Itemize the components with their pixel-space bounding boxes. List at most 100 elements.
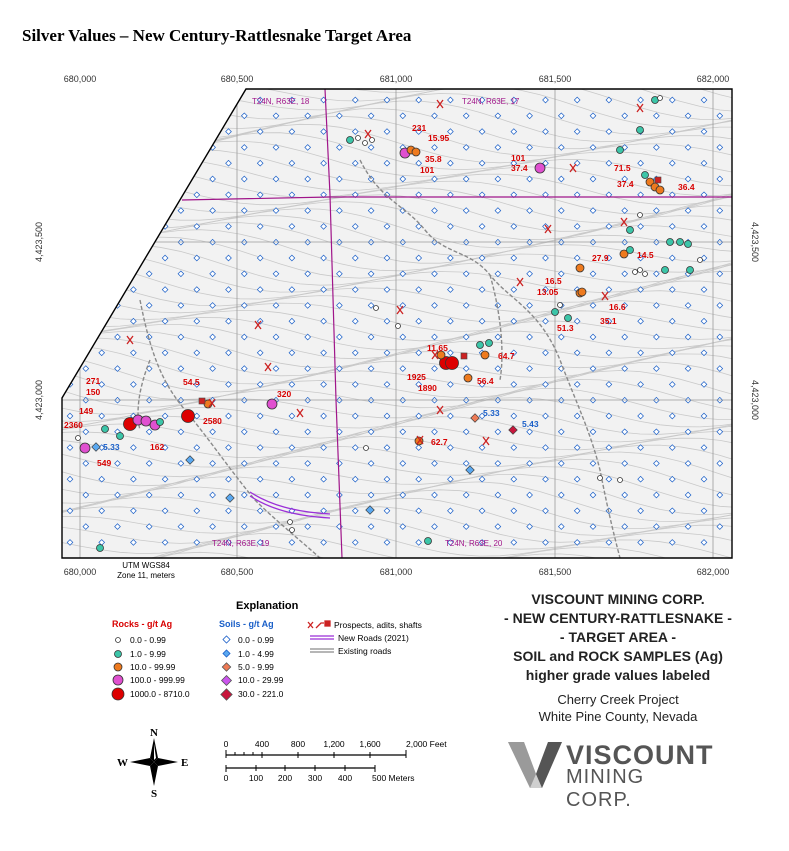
soil-sample (478, 507, 486, 515)
soil-sample (320, 381, 327, 388)
soil-sample (114, 523, 121, 530)
rock-sample (577, 287, 587, 297)
rock-value-label: 62.7 (431, 437, 448, 447)
soil-sample (288, 412, 296, 420)
soil-sample (716, 460, 724, 467)
soil-sample (431, 333, 438, 341)
soil-sample (256, 381, 264, 388)
soil-sample (145, 270, 153, 278)
soil-sample (637, 223, 644, 230)
soil-sample (209, 523, 216, 530)
soil-sample (462, 112, 470, 120)
soil-sample (177, 270, 185, 278)
soil-sample (589, 523, 597, 530)
easting-label-bottom: 680,500 (221, 567, 254, 577)
soil-sample (177, 302, 185, 309)
prospect-marker (416, 435, 424, 445)
soil-sample (367, 333, 375, 341)
soil-sample (637, 96, 644, 104)
soil-sample (161, 317, 169, 325)
soil-sample (605, 539, 613, 546)
compass-e: E (181, 757, 188, 769)
soil-sample (415, 128, 423, 135)
soil-sample (304, 112, 312, 120)
soil-sample (256, 96, 264, 104)
rock-sample (697, 257, 703, 263)
rock-sample (287, 519, 293, 525)
prospect-marker (544, 224, 552, 234)
rock-sample (79, 442, 91, 454)
soil-sample (225, 381, 232, 388)
rock-sample (534, 162, 546, 174)
title-block: VISCOUNT MINING CORP. - NEW CENTURY-RATT… (468, 590, 768, 725)
rock-sample (116, 432, 124, 440)
soil-legend-items: 0.0 - 0.99 1.0 - 4.99 5.0 - 9.99 10.0 - … (220, 635, 284, 701)
soil-sample (637, 507, 644, 515)
shaft-marker (198, 397, 206, 405)
soil-sample (336, 112, 343, 120)
soil-sample (114, 460, 121, 467)
soil-sample (193, 349, 201, 357)
soil-sample (399, 112, 407, 120)
soil-sample (225, 444, 232, 451)
rock-sample (626, 226, 634, 234)
soil-sample (320, 159, 327, 167)
soil-sample (256, 539, 264, 546)
soil-sample (304, 460, 312, 467)
soil-sample (288, 286, 296, 293)
soil-sample (700, 128, 708, 135)
soil-sample (336, 428, 343, 436)
soil-sample (288, 349, 296, 357)
soil-sample (256, 444, 264, 451)
soil-sample (225, 191, 232, 199)
soil-sample (161, 539, 169, 546)
soil-sample (478, 254, 486, 262)
soil-sample (542, 381, 549, 388)
soil-sample (272, 144, 280, 151)
soil-sample (225, 286, 232, 293)
compass-rose: N S E W (117, 727, 188, 800)
rock-sample (626, 246, 634, 254)
soil-sample (320, 444, 327, 451)
soil-sample (256, 128, 264, 135)
soil-sample (383, 223, 391, 230)
soil-sample (130, 381, 137, 388)
contour-line (62, 337, 732, 385)
contour-line (62, 89, 732, 113)
soil-sample (700, 349, 708, 357)
soil-sample (510, 96, 518, 104)
rock-sample (411, 147, 421, 157)
soils-heading: Soils - g/t Ag (219, 619, 274, 629)
projection-label: UTM WGS84 (122, 561, 170, 570)
soil-sample (82, 523, 90, 530)
soil-sample (653, 270, 660, 278)
soil-sample (383, 254, 391, 262)
soil-sample (494, 365, 502, 372)
soil-sample (573, 475, 581, 483)
soil-sample (621, 428, 629, 436)
rock-sample (617, 477, 623, 483)
soil-sample (557, 523, 565, 530)
soil-sample (225, 128, 232, 135)
soil-sample (367, 270, 375, 278)
soil-sample (383, 444, 391, 451)
scale-bar-feet: 0 400 800 1,200 1,600 2,000 Feet (224, 739, 447, 758)
soil-sample (494, 112, 502, 120)
soil-sample (716, 144, 724, 151)
soil-sample (557, 144, 565, 151)
soil-sample (573, 96, 581, 104)
soil-sample (272, 112, 280, 120)
soil-sample (478, 475, 486, 483)
soil-sample (542, 128, 549, 135)
township-label: T24N, R63E, 18 (252, 97, 310, 106)
soil-sample (272, 365, 280, 372)
rock-sample (346, 136, 354, 144)
contour-line (62, 435, 732, 478)
soil-sample (668, 223, 676, 230)
soil-sample (700, 317, 708, 325)
prospect-marker (126, 335, 134, 345)
soil-sample (193, 317, 201, 325)
rock-value-label: 37.4 (617, 179, 634, 189)
soil-sample (240, 523, 248, 530)
